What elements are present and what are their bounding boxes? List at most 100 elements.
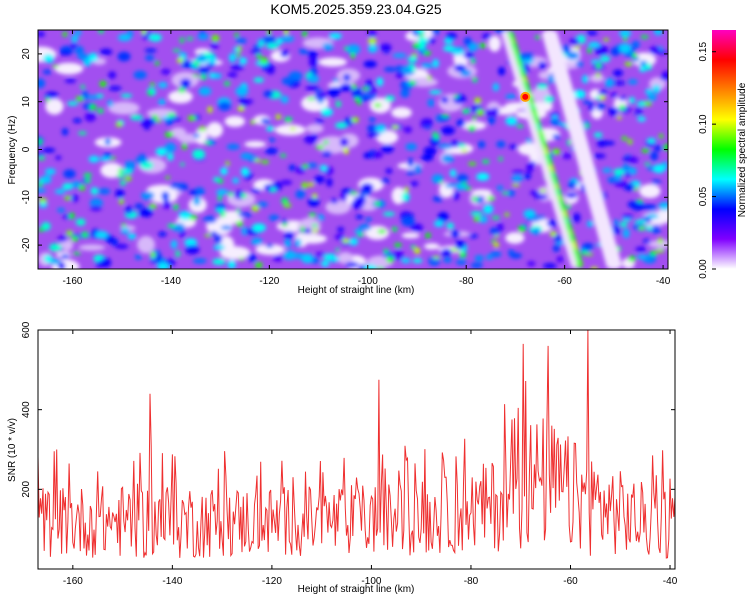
heatmap-cell [640,35,649,39]
heatmap-cell [607,176,617,182]
heatmap-cell [367,85,377,96]
heatmap-cell [454,239,466,250]
heatmap-cell [318,57,348,67]
heatmap-cell [368,117,376,123]
heatmap-cell [213,244,225,251]
heatmap-cell [147,90,153,96]
heatmap-cell [150,251,156,258]
heatmap-cell [63,169,76,179]
heatmap-cell [496,223,504,232]
heatmap-cell [148,203,157,209]
heatmap-cell [443,257,452,263]
heatmap-cell [412,258,423,264]
heatmap-cell [219,210,226,218]
heatmap-cell [38,188,47,193]
heatmap-cell [119,198,124,205]
heatmap-cell [317,214,325,222]
heatmap-cell [250,119,256,125]
heatmap-cell [319,164,327,172]
heatmap-cell [66,101,79,106]
heatmap-cell [154,252,162,263]
heatmap-cell [372,151,384,159]
heatmap-cell [661,70,668,79]
heatmap-cell [491,215,500,220]
heatmap-cell [70,42,78,50]
heatmap-cell [120,227,131,234]
heatmap-cell [440,248,453,257]
heatmap-cell [427,98,435,107]
heatmap-cell [86,95,100,100]
heatmap-cell [482,159,490,164]
heatmap-cell [391,226,398,232]
heatmap-cell [438,180,444,184]
heatmap-cell [154,119,162,123]
heatmap-cell [332,78,339,83]
heatmap-cell [532,228,541,235]
heatmap-cell [226,143,240,150]
heatmap-cell [217,178,224,184]
heatmap-cell [151,114,159,120]
heatmap-cell [527,161,537,167]
y-tick-label: 20 [21,48,32,60]
heatmap-cell [637,116,646,122]
heatmap-cell [451,47,465,56]
heatmap-cell [597,89,608,95]
heatmap-cell [508,144,519,149]
colorbar-label: Normalized spectral amplitude [737,82,748,217]
heatmap-cell [130,114,143,121]
heatmap-cell [75,96,85,102]
heatmap-cell [367,124,377,133]
heatmap-cell [57,235,68,242]
heatmap-cell [185,245,200,255]
heatmap-cell [304,135,317,144]
heatmap-cell [524,172,531,180]
heatmap-cell [109,156,116,160]
heatmap-cell [358,191,371,197]
colorbar-tick-label: 0.05 [698,186,709,206]
heatmap-cell [511,183,521,187]
heatmap-cell [345,261,359,268]
heatmap-cell [610,92,618,98]
heatmap-cell [650,151,659,161]
heatmap-cell [633,186,639,192]
heatmap-cell [230,64,244,71]
heatmap-cell [395,71,405,79]
heatmap-cell [184,238,198,247]
heatmap-cell [550,118,560,127]
y-tick-label: 400 [21,401,32,418]
heatmap-cell [529,190,540,196]
heatmap-cell [645,62,653,71]
heatmap-cell [235,86,249,97]
heatmap-y-axis-label: Frequency (Hz) [7,116,18,185]
heatmap-cell [367,37,377,45]
heatmap-cell [349,191,358,195]
heatmap-cell [361,86,371,91]
heatmap-cell [351,199,365,210]
heatmap-cell [38,138,43,145]
heatmap-cell [60,254,70,259]
heatmap-cell [308,212,317,218]
colorbar-tick-label: 0.00 [698,259,709,279]
heatmap-cell [351,88,363,99]
heatmap-cell [652,164,666,174]
heatmap-cell [638,225,646,231]
heatmap-cell [410,181,419,187]
heatmap-cell [471,196,480,202]
heatmap-cell [655,248,665,253]
heatmap-cell [45,168,56,175]
heatmap-cell [176,57,184,64]
heatmap-cell [143,122,151,130]
heatmap-cell [618,104,626,111]
heatmap-cell [602,167,612,173]
heatmap-cell [582,100,594,105]
heatmap-cell [618,43,632,54]
heatmap-cell [627,138,633,145]
y-tick-label: 0 [21,146,32,152]
heatmap-cell [376,266,386,269]
heatmap-cell [401,257,411,264]
heatmap-cell [98,30,104,34]
heatmap-cell [88,155,100,163]
heatmap-cell [235,220,244,227]
heatmap-cell [581,250,587,256]
heatmap-cell [321,260,330,267]
